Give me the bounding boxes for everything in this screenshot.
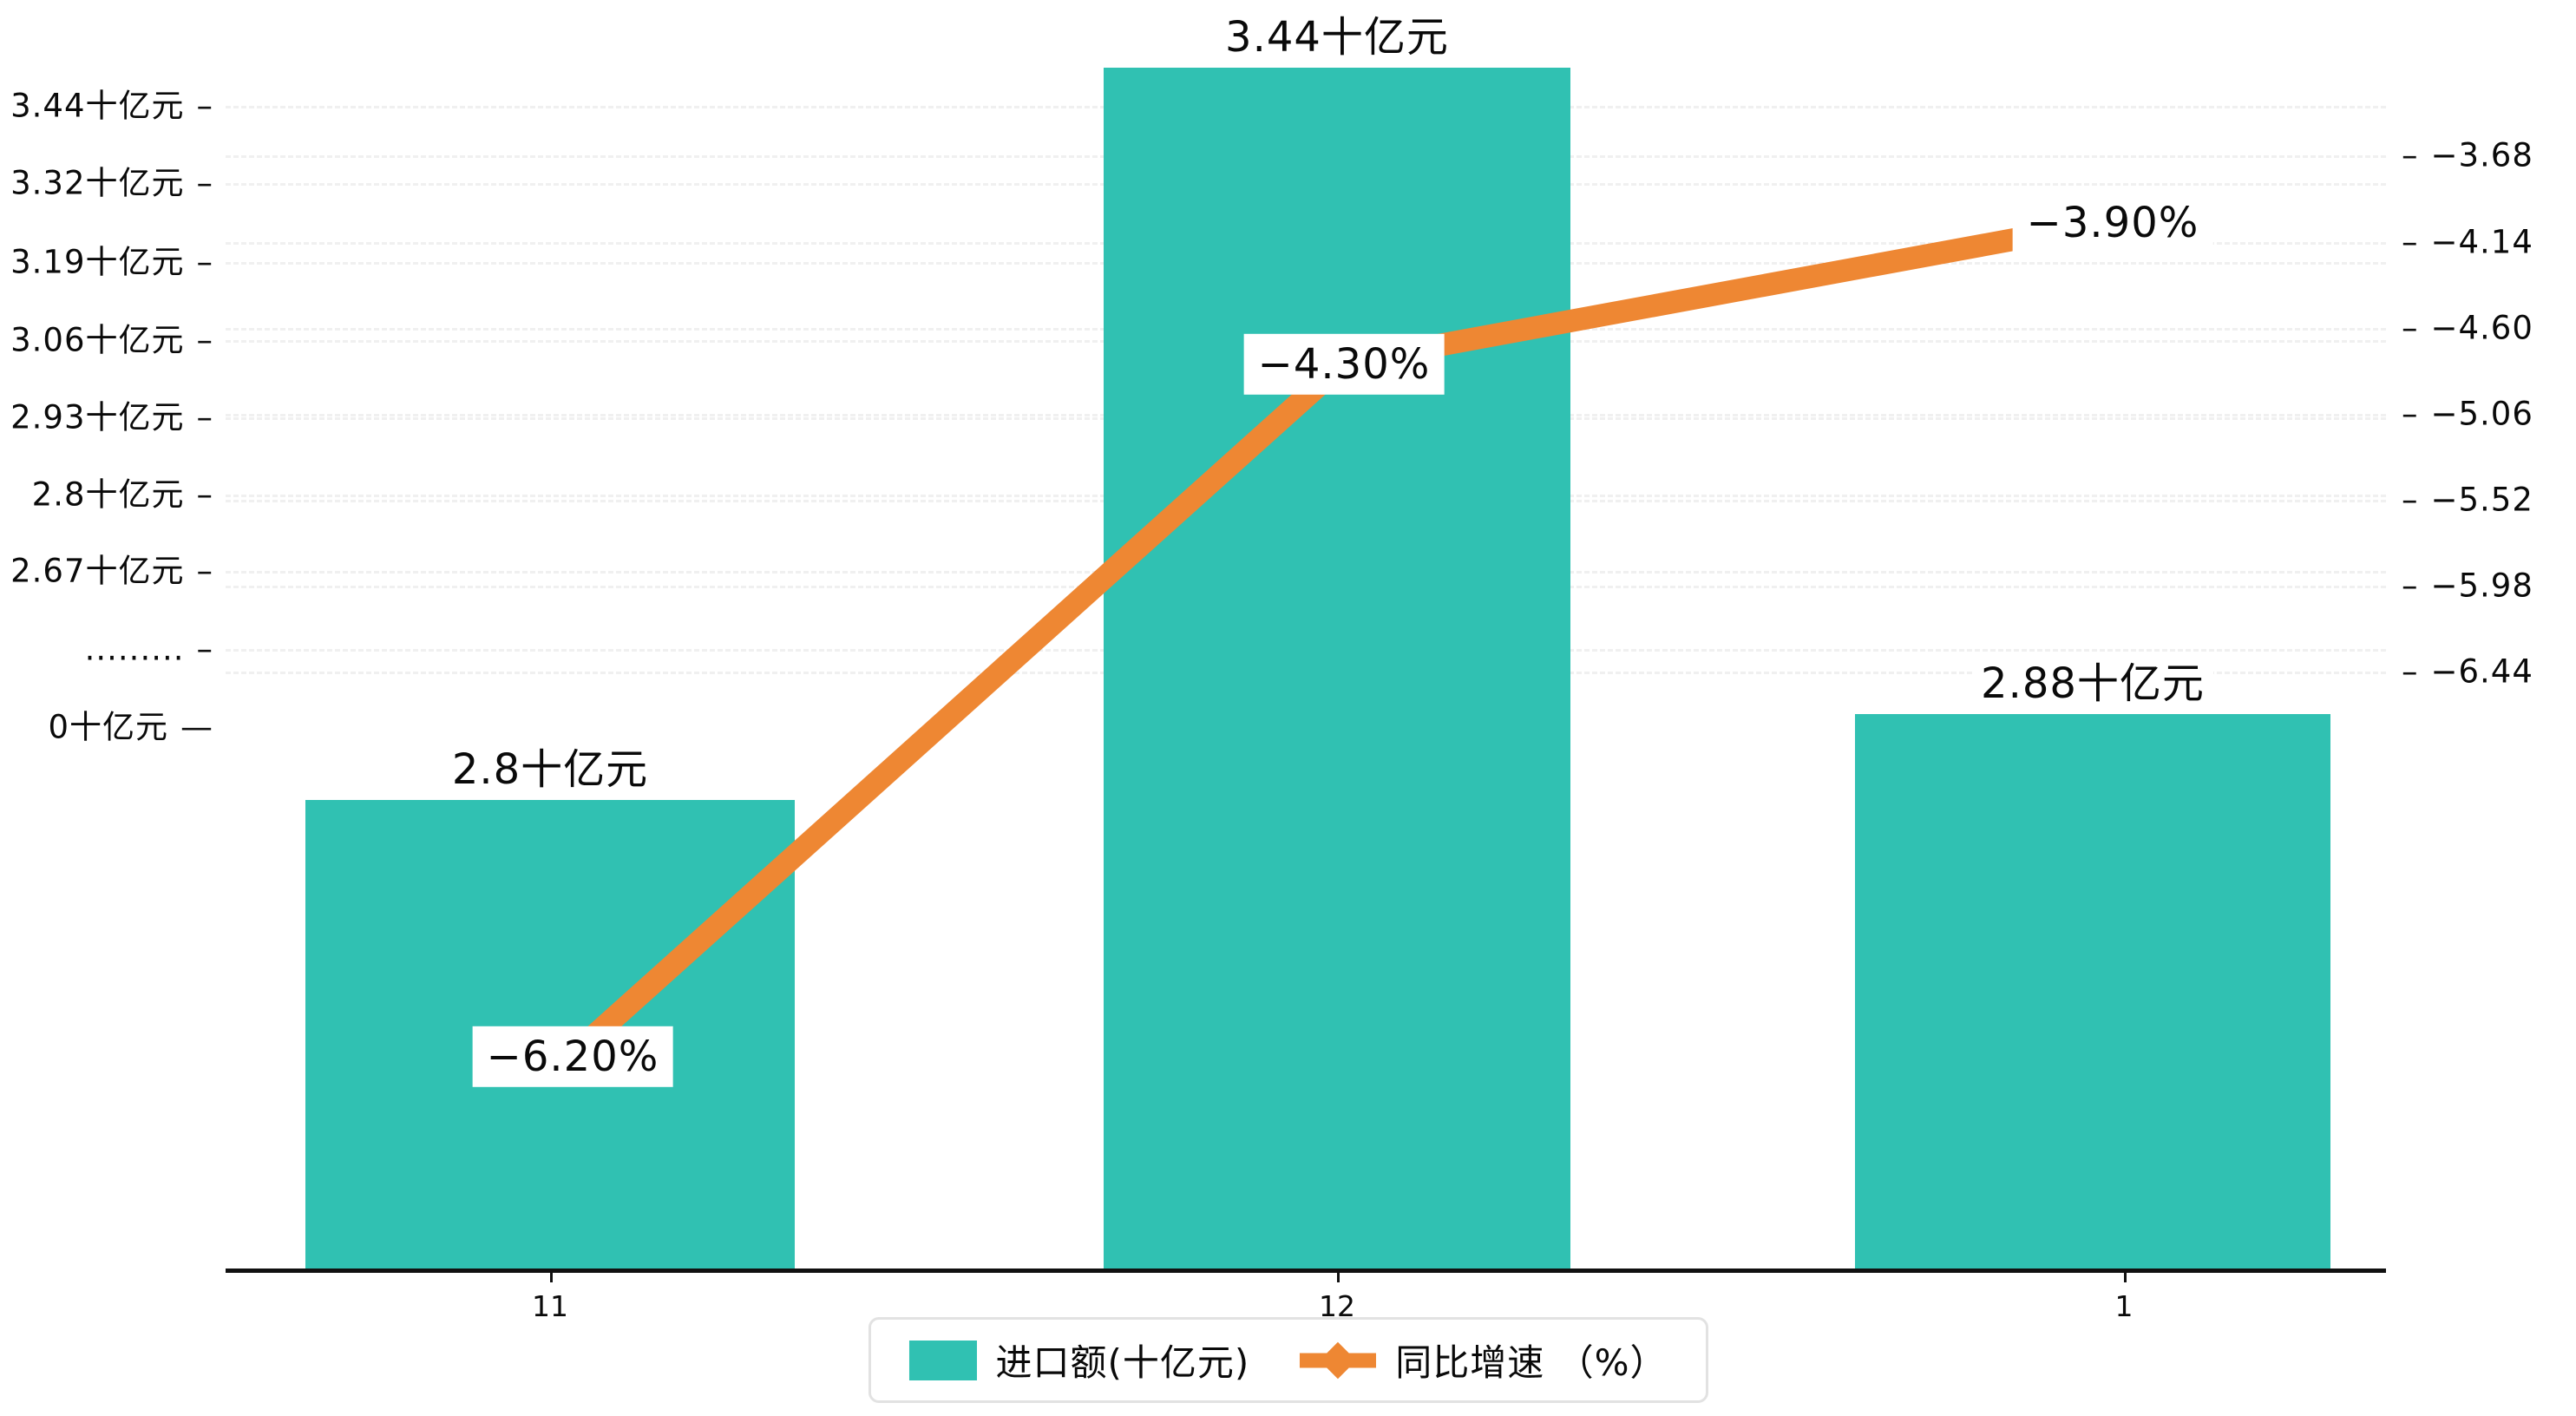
chart-legend: 进口额(十亿元) 同比增速 （%）: [868, 1317, 1708, 1403]
tick-mark: –: [196, 630, 213, 668]
left-axis-tick: 3.19十亿元 –: [10, 246, 213, 279]
legend-item-yoy-growth[interactable]: 同比增速 （%）: [1300, 1334, 1667, 1386]
bar-value-label: 2.88十亿元: [1972, 660, 2213, 708]
right-tick-label: −4.60: [2430, 309, 2533, 347]
tick-mark: –: [196, 475, 213, 514]
right-axis-tick: – −6.44: [2402, 656, 2533, 688]
right-axis-tick: – −5.06: [2402, 398, 2533, 430]
legend-label: 同比增速 （%）: [1395, 1341, 1668, 1384]
tick-mark: –: [196, 243, 213, 281]
left-axis-tick: 2.67十亿元 –: [10, 555, 213, 587]
x-tick-label: 11: [532, 1289, 568, 1323]
left-axis-tick: 2.93十亿元 –: [10, 402, 213, 434]
bar-value-label: 2.8十亿元: [442, 746, 658, 794]
right-axis-tick: – −4.60: [2402, 312, 2533, 344]
legend-bar-swatch-icon: [908, 1340, 977, 1380]
right-axis-tick: – −5.98: [2402, 570, 2533, 602]
tick-mark: –: [2402, 567, 2419, 605]
left-axis-tick: 3.44十亿元 –: [10, 90, 213, 122]
left-axis-tick: 3.32十亿元 –: [10, 167, 213, 200]
legend-item-import-value[interactable]: 进口额(十亿元): [908, 1334, 1249, 1386]
x-tick-mark: [550, 1268, 553, 1282]
right-tick-label: −3.68: [2430, 136, 2533, 174]
line-value-label: −3.90%: [2012, 192, 2213, 254]
legend-diamond-icon: [1320, 1341, 1357, 1379]
right-tick-label: −4.14: [2430, 223, 2533, 261]
x-axis-line: [226, 1268, 2386, 1273]
tick-mark: –: [2402, 136, 2419, 174]
left-tick-label: 3.32十亿元: [10, 164, 185, 202]
bar-12[interactable]: [1104, 68, 1570, 1268]
right-tick-label: −5.98: [2430, 567, 2533, 605]
left-tick-label: 3.19十亿元: [10, 243, 185, 281]
left-axis-tick: 2.8十亿元 –: [32, 479, 213, 511]
legend-line-marker-icon: [1300, 1341, 1377, 1380]
bar-1[interactable]: [1855, 714, 2330, 1268]
left-axis-tick: 0十亿元 —: [48, 711, 213, 744]
left-tick-label: 2.93十亿元: [10, 398, 185, 436]
tick-mark: –: [2402, 309, 2419, 347]
tick-mark: –: [2402, 395, 2419, 433]
right-tick-label: −5.06: [2430, 395, 2533, 433]
right-tick-label: −6.44: [2430, 652, 2533, 691]
right-axis-tick: – −4.14: [2402, 226, 2533, 259]
tick-mark: –: [2402, 481, 2419, 519]
left-tick-label: .........: [84, 630, 185, 668]
tick-mark: –: [196, 164, 213, 202]
tick-mark: –: [2402, 223, 2419, 261]
x-tick-label: 1: [2114, 1289, 2134, 1323]
left-tick-label: 3.44十亿元: [10, 87, 185, 125]
line-value-label: −6.20%: [472, 1026, 673, 1088]
x-tick-mark: [1337, 1268, 1340, 1282]
tick-mark: –: [196, 398, 213, 436]
tick-mark: —: [180, 708, 213, 746]
right-axis-tick: – −5.52: [2402, 484, 2533, 516]
left-tick-label: 3.06十亿元: [10, 321, 185, 359]
tick-mark: –: [196, 321, 213, 359]
legend-label: 进口额(十亿元): [995, 1341, 1250, 1384]
bar-value-label: 3.44十亿元: [1216, 14, 1458, 62]
left-axis-tick: 3.06十亿元 –: [10, 324, 213, 357]
line-value-label: −4.30%: [1243, 333, 1445, 396]
right-axis-tick: – −3.68: [2402, 140, 2533, 172]
left-tick-label: 0十亿元: [48, 708, 168, 746]
tick-mark: –: [196, 552, 213, 590]
left-tick-label: 2.8十亿元: [31, 475, 185, 514]
left-tick-label: 2.67十亿元: [10, 552, 185, 590]
x-tick-mark: [2124, 1268, 2127, 1282]
left-axis-tick: ......... –: [85, 633, 213, 665]
tick-mark: –: [2402, 652, 2419, 691]
tick-mark: –: [196, 87, 213, 125]
right-tick-label: −5.52: [2430, 481, 2533, 519]
